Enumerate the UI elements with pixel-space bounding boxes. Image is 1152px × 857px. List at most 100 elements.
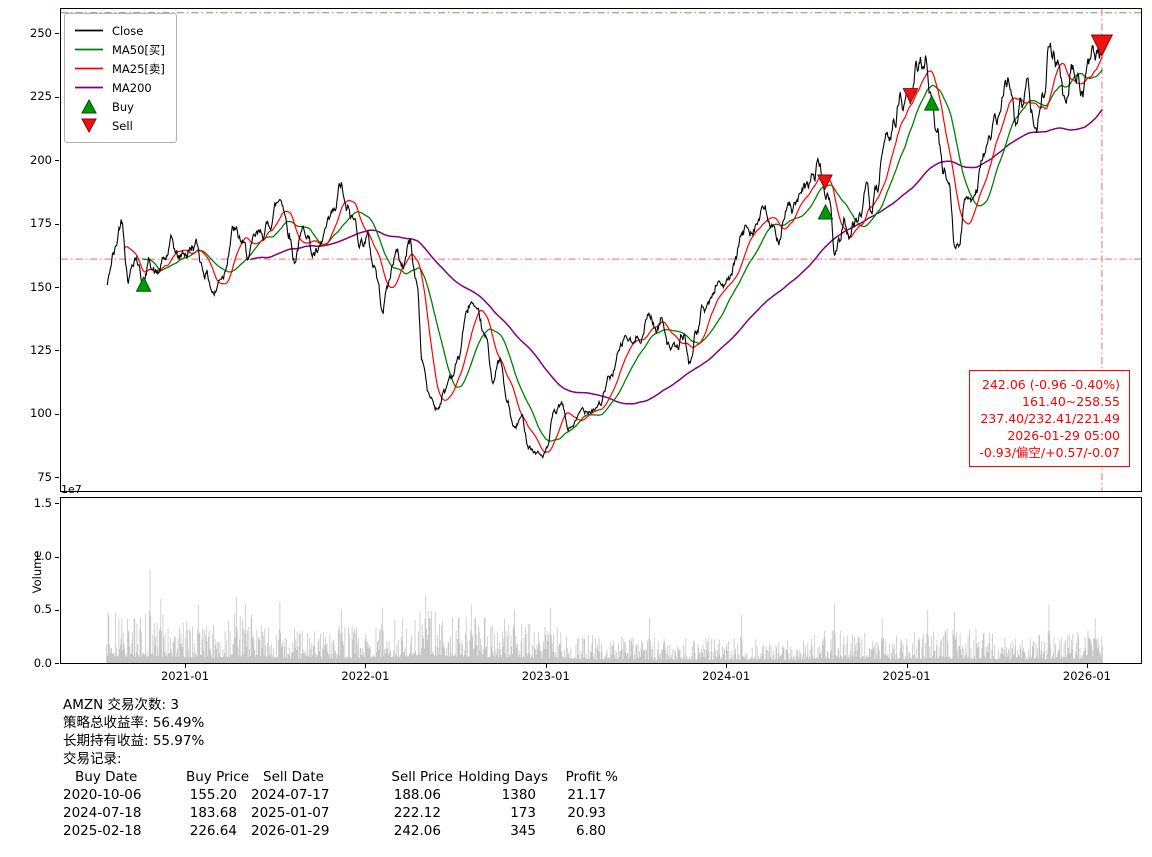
trade-cell: 345 — [510, 823, 536, 839]
buy-marker — [923, 94, 940, 111]
volume-y-tick-label: 0.0 — [33, 655, 52, 670]
x-axis-tick-label: 2025-01 — [882, 669, 931, 683]
price-y-tick-label: 225 — [30, 89, 52, 104]
trade-row: 2020-10-06 155.20 2024-07-17 188.06 1380 21.1… — [63, 786, 618, 804]
price-chart-panel — [60, 8, 1142, 492]
price-y-tick — [55, 287, 59, 289]
annotation-range: 161.40~258.55 — [1022, 394, 1120, 409]
volume-axis-multiplier: 1e7 — [61, 483, 82, 496]
trade-cell: 242.06 — [393, 823, 441, 839]
legend-item-ma25: MA25[卖] — [73, 59, 165, 78]
ma25-line-sample — [75, 67, 103, 70]
x-axis-tick — [726, 664, 728, 668]
x-axis-tick-label: 2024-01 — [702, 669, 751, 683]
ma50-line — [141, 69, 1103, 442]
quote-annotation-box: 242.06 (-0.96 -0.40%) 161.40~258.55 237.… — [969, 370, 1130, 467]
sell-marker — [1090, 34, 1114, 57]
trade-cell: 226.64 — [189, 823, 237, 839]
legend-label-close: Close — [112, 23, 144, 38]
buy-marker — [135, 276, 152, 292]
trades-col-header: Profit % — [565, 769, 618, 785]
volume-chart-svg — [106, 569, 1103, 663]
trade-cell: 2020-10-06 — [63, 787, 142, 803]
price-y-tick-label: 250 — [30, 25, 52, 40]
legend-label-buy: Buy — [112, 99, 134, 114]
trade-cell: 1380 — [501, 787, 536, 803]
legend-item-ma50: MA50[买] — [73, 40, 165, 59]
trade-cell: 2025-02-18 — [63, 823, 142, 839]
price-y-tick — [55, 477, 59, 479]
trade-row: 2024-07-18 183.68 2025-01-07 222.12 173 20.93 — [63, 804, 618, 822]
sell-marker — [902, 88, 919, 104]
buy-marker-icon — [81, 99, 97, 114]
price-y-tick-label: 125 — [30, 342, 52, 357]
legend-item-sell: Sell — [73, 116, 165, 135]
x-axis-tick — [1086, 664, 1088, 668]
trade-cell: 20.93 — [567, 805, 606, 821]
ma25-line — [123, 56, 1103, 453]
close-line-sample — [75, 29, 103, 32]
volume-y-tick-label: 1.5 — [33, 495, 52, 510]
buy-marker — [817, 203, 834, 220]
x-axis-tick — [185, 664, 186, 668]
price-chart-svg — [61, 9, 1141, 491]
annotation-ma-values: 237.40/232.41/221.49 — [980, 411, 1120, 426]
price-y-tick-label: 75 — [37, 469, 52, 484]
summary-hold-return: 长期持有收益: 55.97% — [63, 733, 205, 749]
x-axis-tick-label: 2021-01 — [160, 669, 210, 683]
volume-bars — [106, 569, 1103, 663]
trade-cell: 21.17 — [567, 787, 606, 803]
volume-y-tick — [55, 609, 59, 611]
annotation-signal: -0.93/偏空/+0.57/-0.07 — [979, 445, 1120, 460]
legend-item-ma200: MA200 — [73, 78, 165, 97]
trades-col-header: Sell Date — [263, 769, 324, 785]
annotation-price-change: 242.06 (-0.96 -0.40%) — [981, 377, 1120, 392]
trades-col-header: Sell Price — [391, 769, 453, 785]
price-y-tick-label: 175 — [30, 216, 52, 231]
strategy-summary: AMZN 交易次数: 3 策略总收益率: 56.49% 长期持有收益: 55.9… — [63, 696, 618, 840]
trade-cell: 2024-07-18 — [63, 805, 142, 821]
price-y-tick — [55, 350, 59, 352]
trade-cell: 2026-01-29 — [251, 823, 330, 839]
volume-y-tick-label: 1.0 — [33, 549, 52, 564]
price-y-tick-label: 150 — [30, 279, 52, 294]
trade-cell: 2025-01-07 — [251, 805, 330, 821]
x-axis-tick — [545, 664, 547, 668]
x-axis-tick — [906, 664, 908, 668]
trade-cell: 173 — [510, 805, 536, 821]
legend-label-ma25: MA25[卖] — [112, 61, 165, 76]
trades-col-header: Buy Price — [185, 769, 249, 785]
legend-item-close: Close — [73, 21, 165, 40]
price-y-tick — [55, 96, 59, 98]
trade-cell: 188.06 — [393, 787, 441, 803]
trade-cell: 6.80 — [575, 823, 606, 839]
trade-cell: 155.20 — [189, 787, 237, 803]
sell-marker — [817, 174, 833, 191]
volume-chart-panel — [60, 497, 1142, 664]
trades-col-header: Buy Date — [75, 769, 138, 785]
summary-trade-count: AMZN 交易次数: 3 — [63, 697, 179, 713]
x-axis-tick — [365, 664, 367, 668]
x-axis-tick-label: 2026-01 — [1062, 669, 1111, 683]
trades-header-row: Buy Date Buy Price Sell Date Sell Price Hold… — [63, 768, 618, 786]
legend-label-ma50: MA50[买] — [112, 42, 165, 57]
trade-cell: 183.68 — [189, 805, 237, 821]
trades-col-header: Holding Days — [458, 769, 548, 785]
annotation-datetime: 2026-01-29 05:00 — [1007, 428, 1120, 443]
ma50-line-sample — [75, 48, 103, 51]
legend-label-ma200: MA200 — [112, 80, 152, 95]
x-axis-tick-label: 2022-01 — [341, 669, 390, 683]
volume-y-tick — [55, 556, 59, 558]
ma200-line-sample — [75, 86, 103, 89]
price-y-tick — [55, 160, 59, 162]
legend-label-sell: Sell — [112, 118, 133, 133]
price-y-tick — [55, 413, 59, 415]
sell-marker-icon — [81, 118, 97, 133]
ma200-line — [250, 108, 1103, 405]
x-axis-tick-label: 2023-01 — [521, 669, 570, 683]
summary-trades-title: 交易记录: — [63, 751, 122, 767]
trade-cell: 222.12 — [393, 805, 441, 821]
trade-cell: 2024-07-17 — [251, 787, 330, 803]
price-y-tick-label: 200 — [30, 152, 52, 167]
